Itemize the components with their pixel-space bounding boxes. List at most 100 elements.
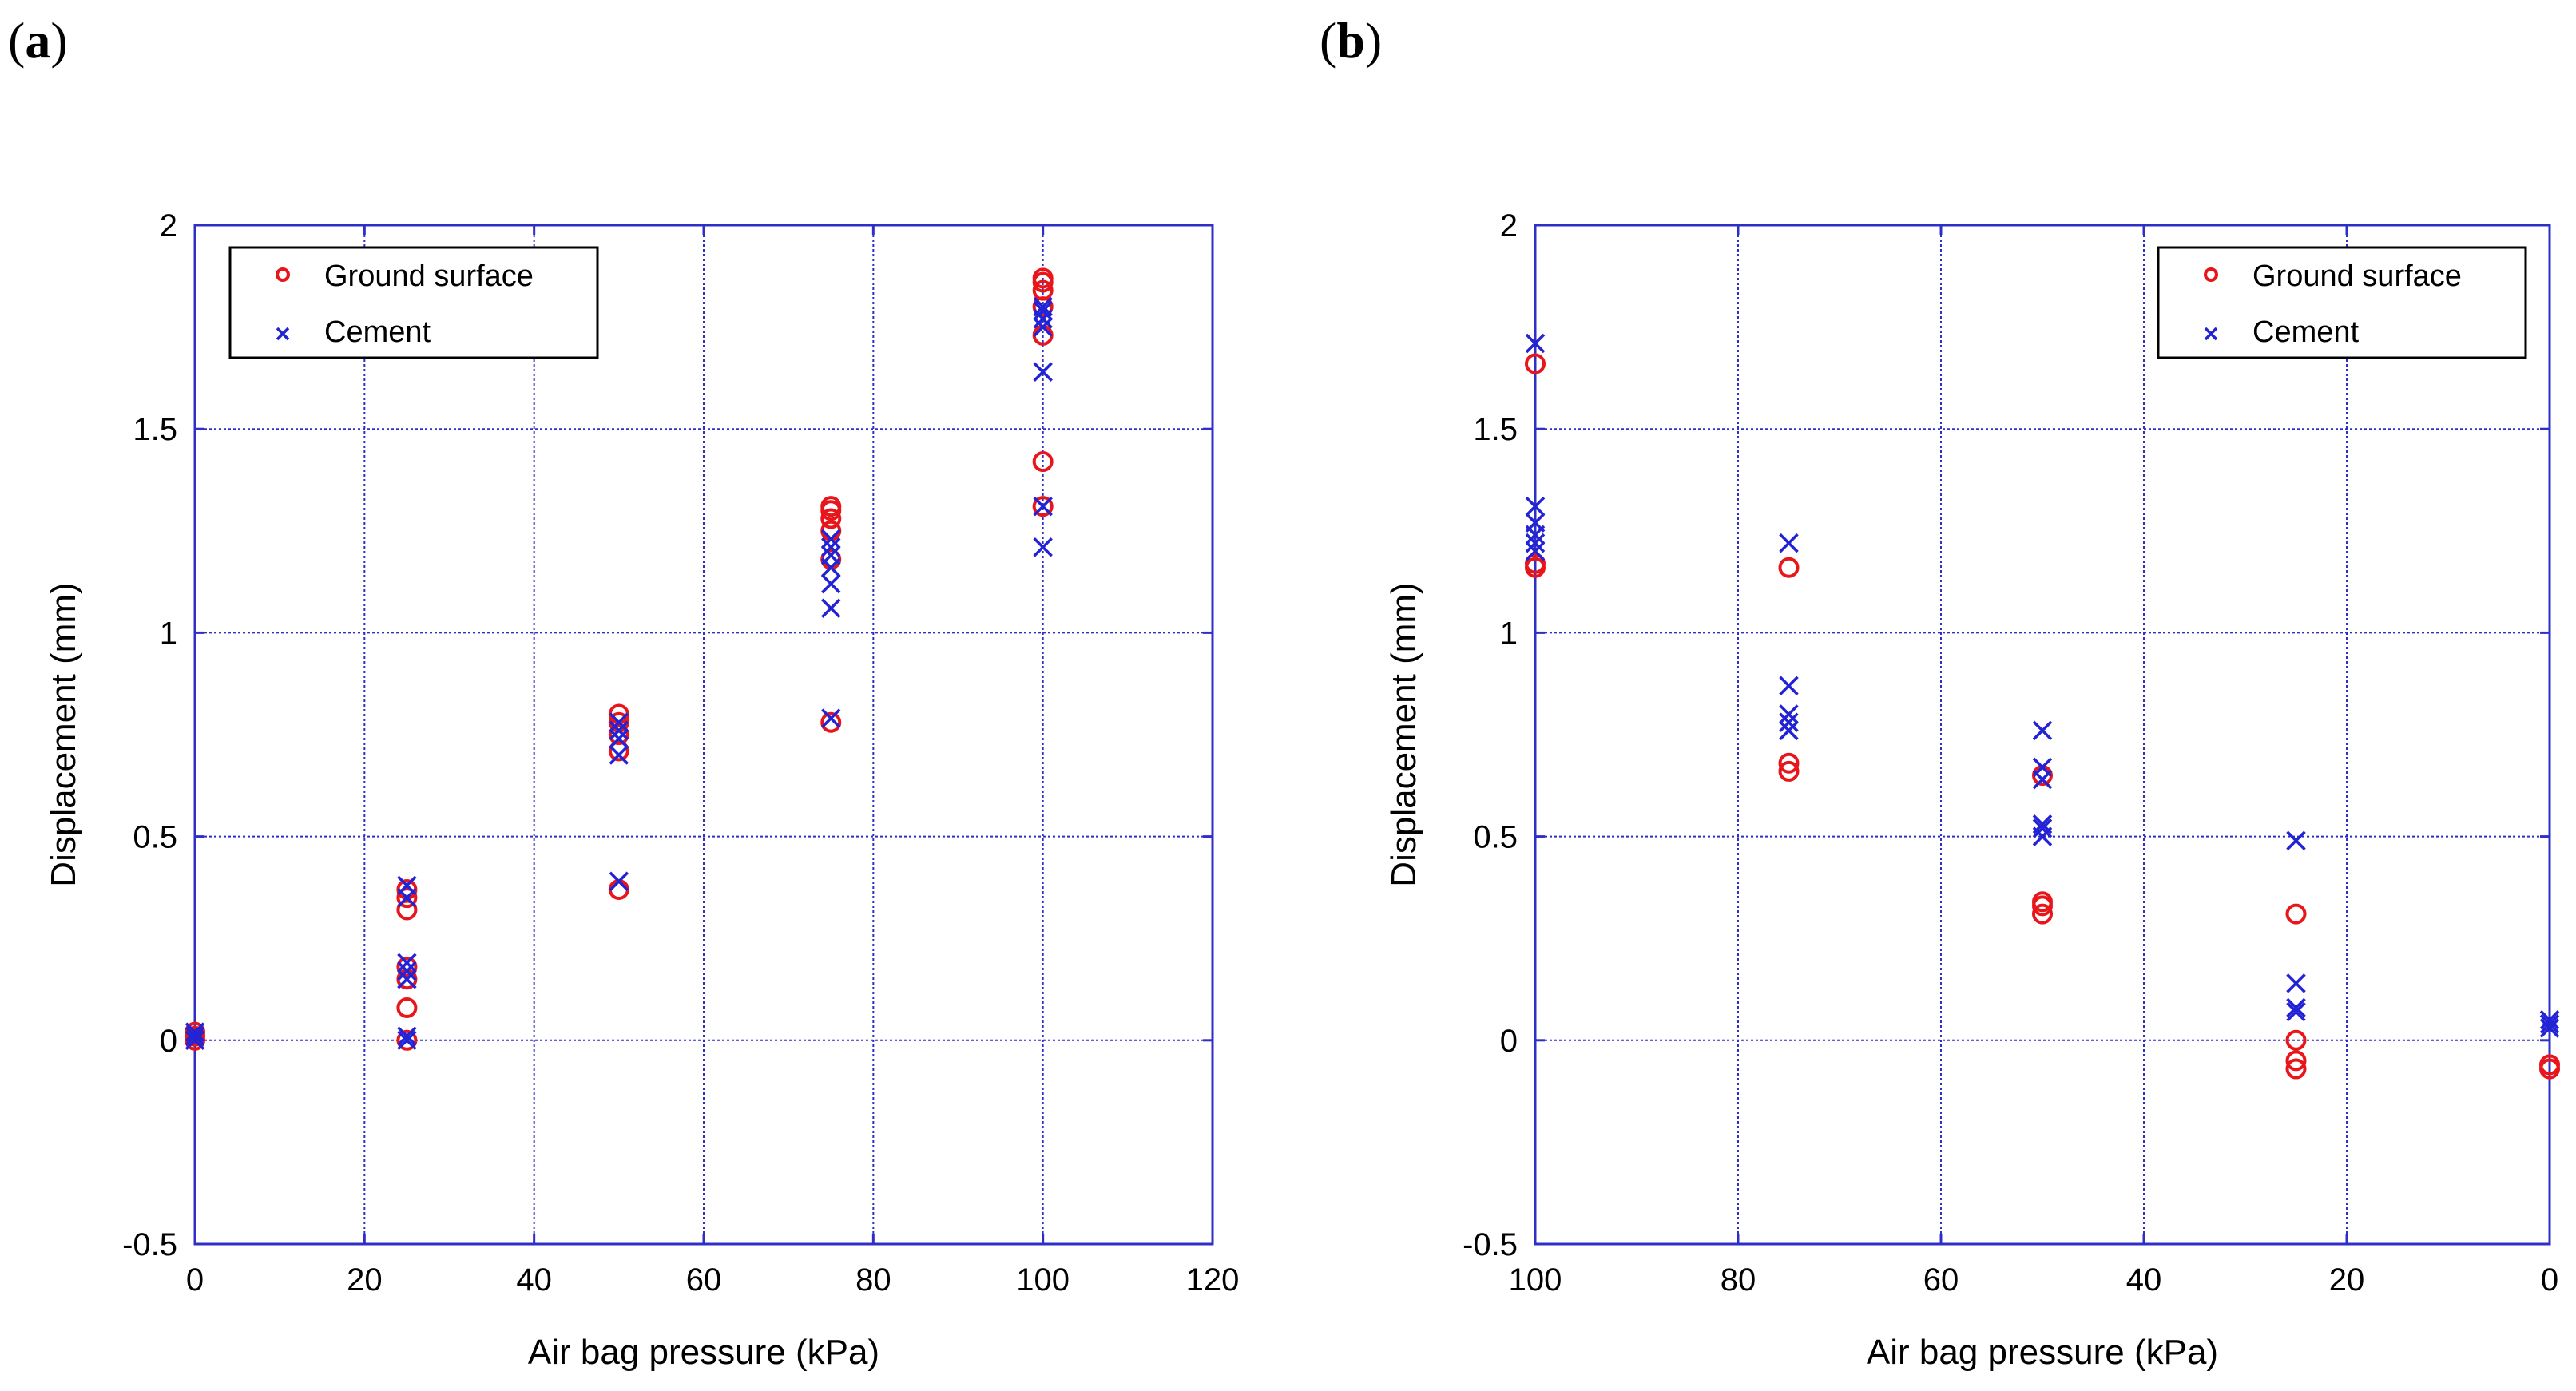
data-point-cement (397, 1030, 417, 1051)
data-point-cement (1779, 712, 1799, 732)
data-point-ground-surface (1525, 553, 1546, 574)
legend-marker-ground-surface (276, 268, 290, 282)
x-tick-label: 100 (1016, 1262, 1070, 1298)
data-point-cement (821, 708, 841, 728)
data-point-cement (397, 961, 417, 981)
data-point-cement (1525, 333, 1546, 354)
x-tick-label: 20 (347, 1262, 383, 1298)
series-cement (185, 296, 1053, 1051)
data-point-ground-surface (820, 496, 842, 517)
data-point-ground-surface (820, 711, 842, 733)
data-point-ground-surface (396, 997, 418, 1018)
data-point-cement (2032, 814, 2053, 834)
x-tick-label: 40 (2126, 1262, 2162, 1298)
data-point-cement (185, 1022, 205, 1042)
x-tick-label: 120 (1186, 1262, 1240, 1298)
data-point-ground-surface (1032, 279, 1054, 301)
x-tick-label: 100 (1509, 1262, 1562, 1298)
y-tick-label: 2 (160, 208, 177, 244)
data-point-cement (1779, 704, 1799, 724)
y-tick-label: -0.5 (1463, 1227, 1518, 1262)
data-point-ground-surface (2539, 1054, 2560, 1076)
panel-label-a: (a) (8, 12, 68, 69)
data-point-cement (821, 529, 841, 549)
data-point-ground-surface (1032, 496, 1054, 517)
data-point-cement (1779, 533, 1799, 553)
data-point-cement (2032, 757, 2053, 778)
legend-marker-cement (2204, 327, 2218, 341)
data-point-ground-surface (2285, 1058, 2307, 1080)
data-point-cement (609, 728, 629, 749)
legend-label: Cement (324, 315, 431, 349)
data-point-ground-surface (2285, 1050, 2307, 1072)
data-point-cement (1525, 496, 1546, 517)
data-point-cement (397, 969, 417, 989)
data-point-ground-surface (396, 956, 418, 977)
data-point-cement (2539, 1010, 2560, 1030)
data-point-ground-surface (1525, 353, 1546, 374)
data-point-ground-surface (2032, 891, 2053, 913)
data-point-cement (2286, 997, 2306, 1018)
legend-label: Cement (2253, 315, 2359, 349)
legend: Ground surface Cement (2157, 246, 2527, 359)
legend-label: Ground surface (2253, 260, 2462, 293)
x-tick-label: 60 (1923, 1262, 1959, 1298)
data-point-cement (1033, 296, 1053, 317)
legend-marker-ground-surface (2204, 268, 2218, 282)
data-point-cement (821, 545, 841, 565)
data-point-cement (397, 1026, 417, 1046)
data-point-ground-surface (1778, 760, 1800, 782)
data-point-cement (1525, 541, 1546, 561)
data-point-ground-surface (396, 887, 418, 909)
data-point-ground-surface (396, 899, 418, 921)
plot-area (1535, 225, 2550, 1244)
y-tick-label: 0.5 (1473, 820, 1518, 855)
data-point-ground-surface (2285, 903, 2307, 925)
data-point-cement (185, 1026, 205, 1046)
x-tick-label: 0 (2541, 1262, 2558, 1298)
data-point-ground-surface (820, 508, 842, 529)
y-tick-label: 0 (1500, 1024, 1518, 1059)
data-point-cement (609, 712, 629, 732)
data-point-cement (609, 745, 629, 765)
x-tick-label: 40 (516, 1262, 552, 1298)
data-point-cement (2286, 830, 2306, 850)
data-point-ground-surface (608, 724, 629, 745)
data-point-cement (609, 871, 629, 891)
data-point-cement (2539, 1018, 2560, 1038)
data-point-cement (1033, 537, 1053, 557)
axes-frame (1534, 224, 2551, 1246)
data-point-cement (2032, 818, 2053, 838)
y-tick-label: 1.5 (1473, 412, 1518, 447)
y-tick-label: 2 (1500, 208, 1518, 244)
data-point-ground-surface (1032, 268, 1054, 289)
y-axis-title: Displacement (mm) (44, 582, 83, 886)
legend-box (2157, 246, 2527, 359)
data-point-ground-surface (396, 1029, 418, 1051)
data-point-cement (2032, 720, 2053, 741)
data-point-ground-surface (1032, 451, 1054, 473)
data-point-cement (1525, 533, 1546, 553)
data-point-cement (1033, 300, 1053, 321)
data-point-cement (1033, 496, 1053, 517)
y-tick-label: 1 (160, 616, 177, 651)
y-tick-label: 0 (160, 1024, 177, 1059)
data-point-cement (609, 720, 629, 741)
data-point-cement (821, 573, 841, 594)
data-point-cement (1779, 676, 1799, 696)
data-point-cement (1525, 513, 1546, 533)
x-tick-label: 20 (2329, 1262, 2365, 1298)
legend: Ground surface Cement (228, 246, 599, 359)
legend-label: Ground surface (324, 260, 534, 293)
data-point-cement (1033, 362, 1053, 382)
data-point-cement (185, 1030, 205, 1051)
y-axis-title: Displacement (mm) (1384, 582, 1423, 886)
data-point-cement (821, 537, 841, 557)
chart-a: 0 20 40 60 80 100 120 -0.5 0 0.5 1 1.5 2 Air bag pres… (44, 208, 1239, 1372)
series-cement (1525, 333, 2560, 1038)
data-point-cement (2286, 973, 2306, 993)
data-point-cement (397, 953, 417, 973)
y-tick-label: 1 (1500, 616, 1518, 651)
legend-box (228, 246, 599, 359)
